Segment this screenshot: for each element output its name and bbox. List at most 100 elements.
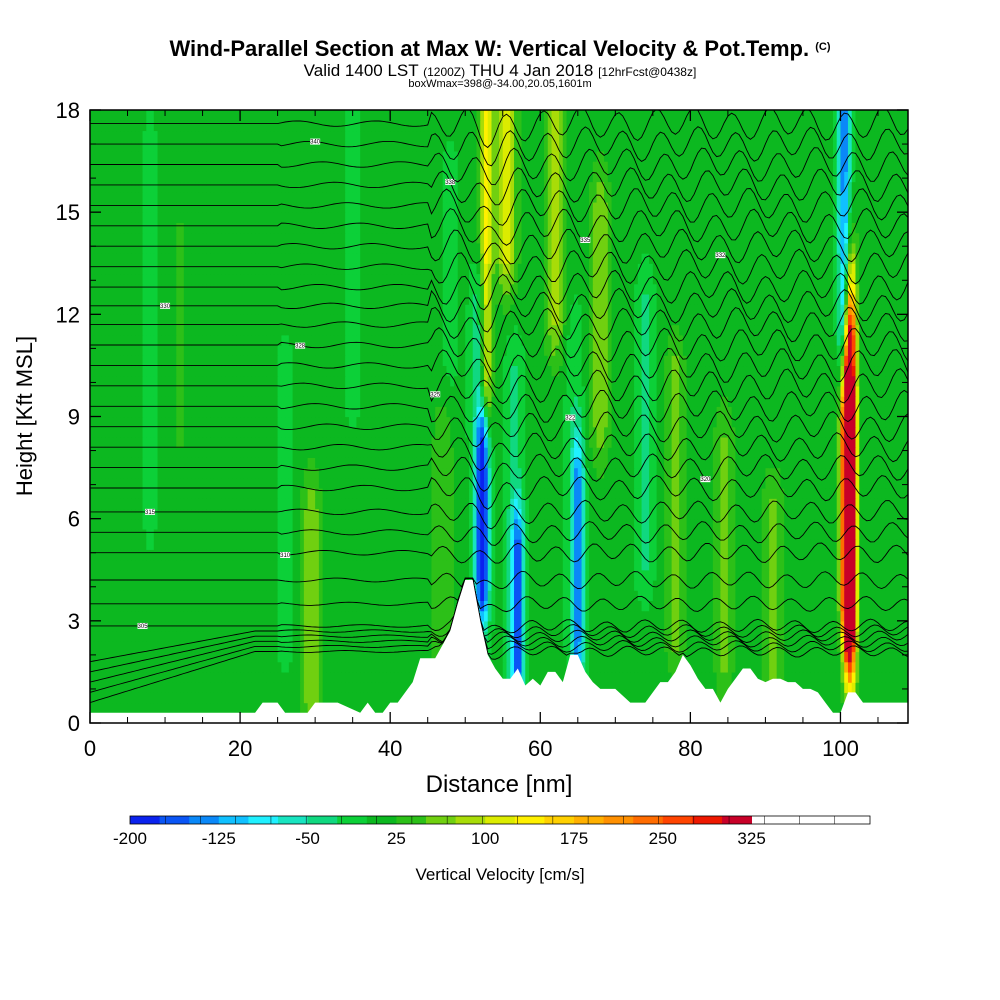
field-cell <box>577 641 583 653</box>
field-cell <box>652 549 658 561</box>
field-cell <box>198 651 204 663</box>
field-cell <box>438 539 444 550</box>
field-cell <box>754 498 759 510</box>
field-cell <box>570 498 575 510</box>
field-cell <box>228 692 234 704</box>
field-cell <box>457 549 463 561</box>
field-cell <box>585 528 590 540</box>
field-cell <box>551 661 556 673</box>
field-cell <box>829 641 834 653</box>
field-cell <box>341 631 346 642</box>
field-cell <box>247 590 252 601</box>
field-cell <box>896 641 902 653</box>
field-cell <box>630 549 635 561</box>
field-cell <box>322 579 327 591</box>
field-cell <box>679 518 684 530</box>
field-cell <box>210 631 215 642</box>
field-cell <box>348 631 354 642</box>
field-cell <box>585 488 590 499</box>
field-cell <box>292 600 297 612</box>
field-cell <box>799 539 804 550</box>
field-cell <box>892 549 898 561</box>
field-cell <box>300 539 305 550</box>
field-cell <box>589 539 594 550</box>
field-cell <box>150 488 155 499</box>
field-cell <box>187 651 192 663</box>
field-cell <box>776 651 782 663</box>
field-cell <box>142 692 147 704</box>
field-cell <box>255 569 260 581</box>
field-cell <box>836 610 842 622</box>
field-cell <box>682 559 688 571</box>
field-cell <box>217 692 222 704</box>
field-cell <box>161 651 166 663</box>
field-cell <box>191 590 196 601</box>
field-cell <box>746 620 751 632</box>
field-cell <box>221 682 226 693</box>
field-cell <box>611 539 616 550</box>
field-cell <box>581 661 586 673</box>
field-cell <box>847 518 853 530</box>
field-cell <box>390 508 395 520</box>
field-cell <box>705 610 710 622</box>
field-cell <box>416 631 421 642</box>
field-cell <box>311 590 316 601</box>
field-cell <box>318 631 324 642</box>
field-cell <box>296 528 301 540</box>
field-cell <box>236 569 241 581</box>
field-cell <box>356 579 361 591</box>
field-cell <box>483 518 489 530</box>
field-cell <box>337 569 342 581</box>
field-cell <box>637 488 643 499</box>
field-cell <box>690 498 695 510</box>
field-cell <box>697 539 703 550</box>
field-cell <box>120 641 125 653</box>
field-cell <box>757 508 763 520</box>
field-cell <box>697 620 703 632</box>
field-cell <box>585 518 590 530</box>
field-cell <box>645 569 650 581</box>
field-cell <box>810 641 815 653</box>
field-cell <box>799 620 804 632</box>
field-cell <box>221 508 226 520</box>
field-cell <box>382 528 388 540</box>
field-cell <box>772 671 778 683</box>
field-cell <box>112 590 117 601</box>
field-cell <box>589 549 594 561</box>
field-cell <box>892 651 898 663</box>
field-cell <box>168 661 174 673</box>
field-cell <box>709 671 714 683</box>
field-cell <box>453 528 459 540</box>
field-cell <box>615 518 620 530</box>
field-cell <box>172 610 177 622</box>
field-cell <box>562 508 568 520</box>
field-cell <box>585 579 590 591</box>
field-cell <box>461 559 466 571</box>
field-cell <box>221 600 226 612</box>
field-cell <box>806 549 812 561</box>
field-cell <box>862 661 868 673</box>
field-cell <box>622 549 628 561</box>
field-cell <box>198 549 204 561</box>
field-cell <box>427 498 433 510</box>
field-cell <box>296 692 301 704</box>
field-cell <box>889 508 894 520</box>
field-cell <box>757 631 763 642</box>
field-cell <box>596 610 601 622</box>
field-cell <box>645 579 650 591</box>
field-cell <box>292 651 297 663</box>
field-cell <box>544 508 549 520</box>
field-cell <box>866 518 872 530</box>
field-cell <box>228 682 234 693</box>
field-cell <box>202 508 207 520</box>
field-cell <box>405 682 410 693</box>
field-cell <box>780 651 785 663</box>
field-cell <box>885 620 890 632</box>
field-cell <box>213 579 219 591</box>
field-cell <box>881 671 887 683</box>
field-cell <box>862 651 868 663</box>
field-cell <box>709 600 714 612</box>
field-cell <box>123 579 129 591</box>
field-cell <box>502 518 508 530</box>
field-cell <box>660 508 665 520</box>
